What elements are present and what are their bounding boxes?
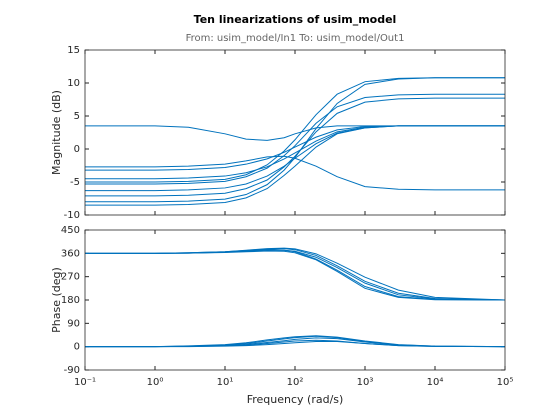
y-tick-label: 180 [61,295,80,306]
x-tick-label: 10⁻¹ [74,377,96,388]
series-line [85,155,505,191]
x-tick-label: 10³ [357,377,374,388]
y-tick-label: 0 [74,144,80,155]
y-tick-label: 90 [67,318,80,329]
series-line [85,77,505,183]
x-tick-label: 10⁰ [147,377,164,388]
y-tick-label: -10 [64,210,80,221]
y-tick-label: 0 [74,342,80,353]
axes-box [84,229,506,371]
series-line [85,97,505,197]
series-line [85,125,505,206]
x-tick-label: 10² [287,377,304,388]
y-axis-label: Magnitude (dB) [50,90,63,175]
x-tick-label: 10⁴ [427,377,444,388]
y-tick-label: 270 [61,272,80,283]
y-tick-label: 450 [61,225,80,236]
series-line [85,247,506,301]
series-line [85,335,506,348]
y-tick-label: 10 [67,78,80,89]
axes-box [84,49,506,216]
y-tick-label: 15 [67,45,80,56]
chart-title: Ten linearizations of usim_model [194,13,397,26]
series-line [85,93,505,185]
y-tick-label: 5 [74,111,80,122]
series-line [85,77,505,203]
series-line [85,340,506,348]
y-axis-label: Phase (deg) [50,267,63,333]
y-tick-label: -5 [70,177,80,188]
x-axis-label: Frequency (rad/s) [247,393,344,406]
chart-subtitle: From: usim_model/In1 To: usim_model/Out1 [186,33,405,44]
y-tick-label: -90 [64,365,80,376]
y-tick-label: 360 [61,248,80,259]
x-tick-label: 10⁵ [497,377,514,388]
x-tick-label: 10¹ [217,377,234,388]
